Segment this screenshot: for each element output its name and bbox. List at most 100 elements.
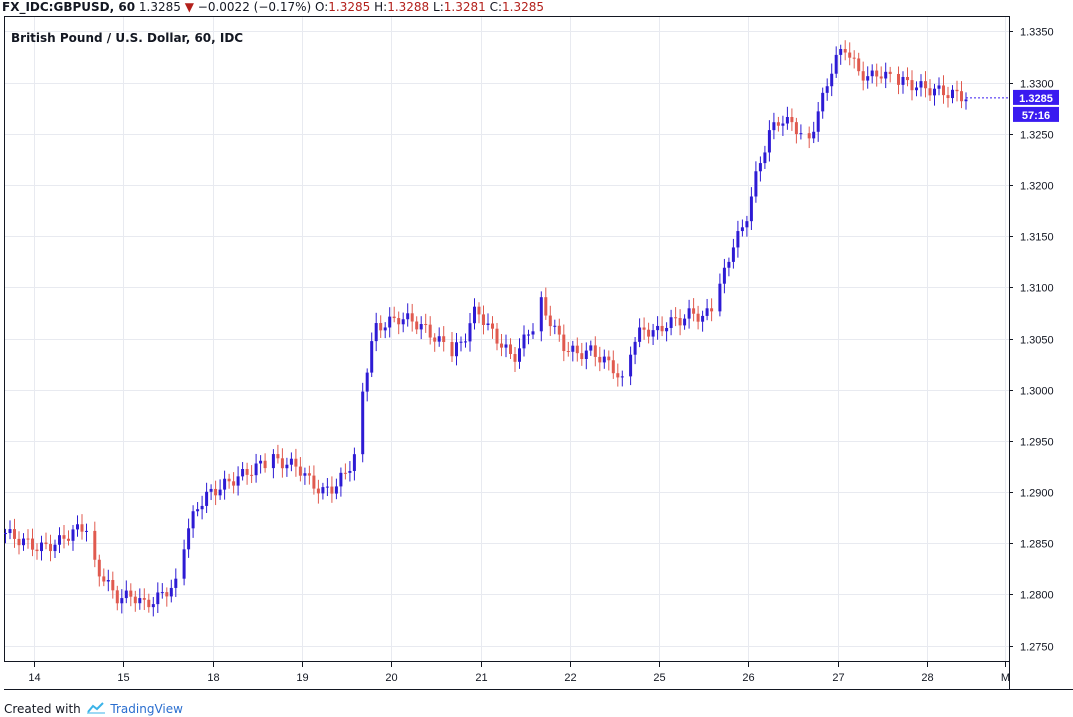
candle[interactable] bbox=[562, 324, 566, 362]
candle[interactable] bbox=[710, 298, 714, 322]
candle[interactable] bbox=[312, 465, 316, 495]
candle[interactable] bbox=[250, 465, 254, 484]
tradingview-brand[interactable]: TradingView bbox=[110, 702, 183, 716]
candle[interactable] bbox=[848, 42, 852, 66]
candle[interactable] bbox=[169, 579, 173, 603]
candle[interactable] bbox=[361, 382, 365, 463]
candle[interactable] bbox=[701, 310, 705, 332]
candle[interactable] bbox=[383, 322, 387, 339]
candle[interactable] bbox=[71, 524, 75, 551]
candle[interactable] bbox=[379, 315, 383, 338]
candle[interactable] bbox=[486, 313, 490, 331]
candle[interactable] bbox=[330, 476, 334, 503]
candle[interactable] bbox=[365, 368, 369, 402]
candle[interactable] bbox=[191, 505, 195, 538]
candle[interactable] bbox=[205, 482, 209, 513]
candle[interactable] bbox=[571, 340, 575, 362]
candle[interactable] bbox=[897, 66, 900, 95]
candle[interactable] bbox=[740, 219, 744, 237]
candle[interactable] bbox=[419, 316, 423, 340]
candle[interactable] bbox=[602, 349, 606, 369]
candle[interactable] bbox=[821, 87, 825, 119]
candle[interactable] bbox=[718, 273, 722, 317]
time-axis[interactable]: 14 15 18 19 20 21 22 25 26 27 28 M bbox=[28, 662, 1010, 684]
candle[interactable] bbox=[946, 86, 950, 108]
candle[interactable] bbox=[915, 81, 918, 97]
candle[interactable] bbox=[245, 462, 249, 485]
candle[interactable] bbox=[124, 580, 128, 604]
candle[interactable] bbox=[722, 258, 726, 294]
candle[interactable] bbox=[13, 518, 16, 548]
candle[interactable] bbox=[919, 74, 923, 97]
candle[interactable] bbox=[156, 582, 160, 614]
candle[interactable] bbox=[705, 298, 709, 321]
candle[interactable] bbox=[683, 314, 687, 330]
candle[interactable] bbox=[433, 333, 437, 352]
candle[interactable] bbox=[539, 291, 543, 342]
candle[interactable] bbox=[31, 528, 34, 557]
candle[interactable] bbox=[200, 495, 204, 520]
candle[interactable] bbox=[518, 338, 521, 369]
candle[interactable] bbox=[692, 298, 696, 322]
candle[interactable] bbox=[8, 520, 12, 540]
candle[interactable] bbox=[669, 309, 673, 336]
candle[interactable] bbox=[133, 590, 137, 612]
candle[interactable] bbox=[218, 479, 222, 500]
candle[interactable] bbox=[527, 329, 530, 345]
candle[interactable] bbox=[415, 316, 419, 335]
candle[interactable] bbox=[410, 303, 414, 332]
candle[interactable] bbox=[964, 92, 968, 110]
candle[interactable] bbox=[763, 145, 767, 169]
candle[interactable] bbox=[544, 287, 548, 320]
candle[interactable] bbox=[67, 530, 70, 546]
candle[interactable] bbox=[165, 587, 169, 607]
candle[interactable] bbox=[482, 305, 485, 335]
candle[interactable] bbox=[736, 220, 740, 258]
candle[interactable] bbox=[316, 479, 320, 504]
candle[interactable] bbox=[120, 589, 124, 614]
candle[interactable] bbox=[442, 326, 446, 352]
candle[interactable] bbox=[660, 316, 664, 337]
candle[interactable] bbox=[928, 79, 932, 102]
candle[interactable] bbox=[522, 325, 526, 357]
candle[interactable] bbox=[933, 83, 936, 106]
candle[interactable] bbox=[401, 312, 405, 333]
candle[interactable] bbox=[437, 327, 441, 347]
candle[interactable] bbox=[629, 346, 633, 386]
candle[interactable] bbox=[285, 457, 289, 477]
candle[interactable] bbox=[53, 539, 57, 558]
candle[interactable] bbox=[303, 467, 307, 485]
candle[interactable] bbox=[406, 303, 410, 327]
candle[interactable] bbox=[758, 156, 762, 182]
candle[interactable] bbox=[62, 524, 66, 549]
candle[interactable] bbox=[477, 302, 481, 324]
candle[interactable] bbox=[839, 44, 843, 65]
symbol-header[interactable]: FX_IDC:GBPUSD, 60 1.3285 ▼ −0.0022 (−0.1… bbox=[2, 0, 544, 14]
candle[interactable] bbox=[620, 370, 624, 387]
candle[interactable] bbox=[548, 305, 552, 336]
candle[interactable] bbox=[557, 318, 561, 342]
candle[interactable] bbox=[812, 121, 816, 144]
candle[interactable] bbox=[866, 66, 870, 89]
candle[interactable] bbox=[214, 480, 218, 506]
footer-credit[interactable]: Created with TradingView bbox=[4, 702, 183, 717]
candle[interactable] bbox=[129, 583, 133, 607]
candle[interactable] bbox=[906, 67, 909, 87]
candle[interactable] bbox=[334, 478, 338, 500]
candles[interactable] bbox=[4, 40, 968, 617]
candle[interactable] bbox=[232, 472, 236, 494]
candle[interactable] bbox=[687, 299, 691, 329]
candle[interactable] bbox=[227, 473, 231, 489]
candle[interactable] bbox=[665, 322, 669, 342]
candle[interactable] bbox=[884, 62, 888, 89]
candle[interactable] bbox=[767, 120, 771, 162]
candle[interactable] bbox=[924, 71, 927, 98]
candle[interactable] bbox=[259, 455, 263, 474]
candle[interactable] bbox=[951, 85, 954, 104]
candle[interactable] bbox=[160, 583, 164, 599]
candle[interactable] bbox=[276, 444, 280, 464]
candle[interactable] bbox=[647, 322, 651, 344]
candle[interactable] bbox=[294, 448, 298, 477]
candle[interactable] bbox=[142, 588, 146, 610]
